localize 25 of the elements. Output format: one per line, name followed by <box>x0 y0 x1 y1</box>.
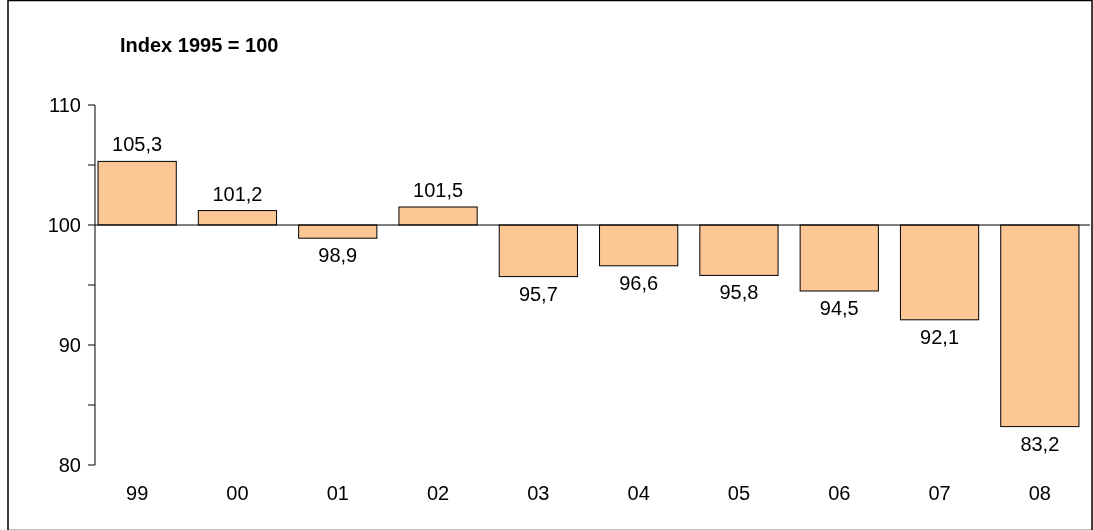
x-tick-label: 99 <box>126 482 149 504</box>
x-tick-label: 06 <box>828 482 851 504</box>
data-label: 96,6 <box>619 271 659 294</box>
data-label: 94,5 <box>819 297 859 319</box>
y-tick-label: 90 <box>58 334 81 356</box>
data-label: 92,1 <box>920 325 960 348</box>
data-label: 83,2 <box>1020 432 1060 455</box>
x-tick-label: 02 <box>426 482 450 504</box>
y-tick-label: 80 <box>58 454 81 476</box>
x-tick-label: 05 <box>727 482 751 504</box>
y-tick-label: 100 <box>47 214 81 236</box>
x-tick-label: 01 <box>326 482 349 504</box>
data-label: 98,9 <box>318 244 358 267</box>
data-label: 105,3 <box>112 133 163 156</box>
chart-title: Index 1995 = 100 <box>120 34 279 56</box>
x-tick-label: 03 <box>527 482 550 504</box>
x-tick-label: 08 <box>1028 482 1051 504</box>
x-tick-label: 04 <box>627 482 650 504</box>
data-label: 95,7 <box>518 282 558 305</box>
data-label: 95,8 <box>719 281 759 304</box>
y-tick-label: 110 <box>49 94 81 116</box>
x-tick-label: 00 <box>226 482 249 504</box>
data-label: 101,2 <box>212 182 263 205</box>
data-label: 101,5 <box>413 179 464 201</box>
x-tick-label: 07 <box>928 482 951 504</box>
